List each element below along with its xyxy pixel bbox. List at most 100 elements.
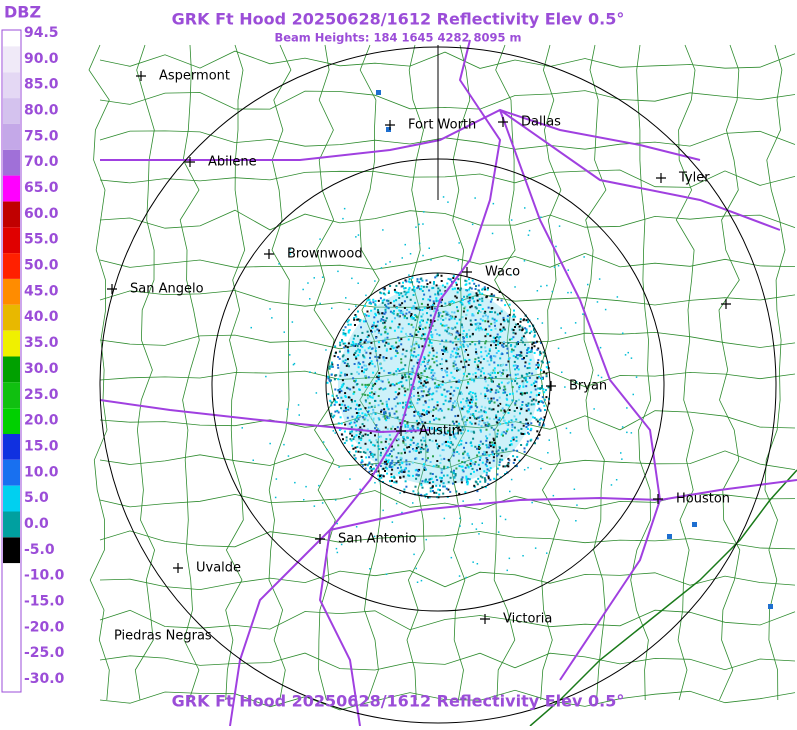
- echo-pixel: [575, 381, 578, 383]
- echo-pixel: [576, 504, 578, 506]
- echo-pixel: [515, 465, 518, 468]
- echo-pixel: [370, 302, 372, 305]
- echo-pixel: [334, 432, 336, 434]
- echo-pixel: [396, 402, 399, 405]
- echo-pixel: [396, 416, 399, 419]
- echo-pixel: [339, 388, 342, 390]
- echo-pixel: [466, 411, 469, 414]
- echo-pixel: [538, 433, 541, 436]
- echo-pixel: [451, 452, 454, 455]
- echo-pixel: [360, 455, 363, 458]
- echo-pixel: [370, 413, 373, 416]
- echo-pixel: [496, 385, 499, 388]
- echo-pixel: [532, 403, 535, 406]
- echo-pixel: [422, 409, 424, 412]
- echo-pixel: [342, 360, 345, 363]
- echo-pixel: [407, 338, 410, 341]
- city-label: San Antonio: [338, 532, 417, 547]
- echo-pixel: [424, 326, 427, 329]
- echo-pixel: [405, 462, 408, 465]
- echo-pixel: [534, 442, 536, 445]
- echo-pixel: [477, 416, 480, 419]
- echo-pixel: [486, 437, 489, 440]
- echo-pixel: [384, 319, 387, 322]
- echo-pixel: [497, 340, 500, 343]
- echo-pixel: [513, 426, 516, 429]
- echo-pixel: [486, 288, 489, 291]
- echo-pixel: [335, 351, 337, 354]
- echo-pixel: [423, 293, 426, 296]
- echo-pixel: [486, 421, 489, 424]
- echo-pixel: [417, 445, 420, 448]
- echo-pixel: [385, 348, 388, 350]
- echo-pixel: [344, 392, 347, 395]
- echo-pixel: [376, 359, 379, 362]
- echo-pixel: [325, 349, 327, 351]
- echo-pixel: [542, 424, 545, 427]
- echo-pixel: [536, 290, 539, 292]
- echo-pixel: [453, 476, 456, 479]
- echo-pixel: [470, 430, 473, 433]
- echo-pixel: [419, 328, 421, 330]
- echo-pixel: [354, 419, 357, 421]
- echo-pixel: [460, 478, 463, 481]
- echo-pixel: [467, 300, 470, 303]
- echo-pixel: [322, 441, 325, 443]
- legend-swatch: [3, 666, 20, 693]
- echo-pixel: [552, 494, 555, 497]
- echo-pixel: [364, 442, 367, 445]
- echo-pixel: [432, 409, 435, 412]
- echo-pixel: [314, 371, 316, 374]
- echo-pixel: [433, 491, 436, 494]
- echo-pixel: [467, 278, 470, 281]
- echo-pixel: [401, 302, 404, 305]
- echo-pixel: [411, 288, 414, 291]
- echo-pixel: [406, 317, 409, 320]
- echo-pixel: [497, 531, 500, 533]
- echo-pixel: [456, 348, 458, 351]
- echo-pixel: [468, 358, 471, 361]
- echo-pixel: [428, 367, 431, 370]
- echo-pixel: [476, 447, 478, 450]
- echo-pixel: [369, 396, 372, 399]
- echo-pixel: [468, 400, 471, 403]
- echo-pixel: [506, 315, 509, 318]
- echo-pixel: [469, 416, 472, 419]
- echo-pixel: [350, 426, 353, 429]
- echo-pixel: [508, 313, 511, 316]
- echo-pixel: [384, 466, 387, 469]
- echo-pixel: [461, 316, 464, 319]
- echo-pixel: [528, 351, 531, 353]
- echo-pixel: [449, 441, 452, 444]
- echo-pixel: [442, 474, 445, 477]
- echo-pixel: [508, 303, 511, 306]
- echo-pixel: [402, 281, 404, 284]
- echo-pixel: [406, 421, 409, 424]
- echo-pixel: [274, 496, 277, 499]
- echo-pixel: [412, 354, 415, 357]
- echo-pixel: [474, 445, 477, 448]
- echo-pixel: [348, 451, 351, 453]
- echo-pixel: [366, 419, 369, 422]
- echo-pixel: [385, 419, 388, 422]
- echo-pixel: [354, 446, 357, 449]
- echo-pixel: [413, 289, 416, 291]
- echo-pixel: [361, 383, 364, 386]
- echo-pixel: [529, 358, 532, 361]
- echo-pixel: [423, 466, 426, 469]
- echo-pixel: [489, 478, 492, 481]
- echo-pixel: [333, 414, 336, 417]
- echo-pixel: [443, 350, 446, 353]
- echo-pixel: [422, 465, 425, 468]
- echo-pixel: [539, 350, 542, 353]
- echo-pixel: [421, 480, 424, 483]
- echo-pixel: [456, 369, 458, 372]
- echo-pixel: [458, 492, 461, 495]
- echo-pixel: [378, 329, 380, 332]
- echo-pixel: [422, 285, 425, 288]
- echo-pixel: [450, 353, 452, 356]
- echo-pixel: [525, 422, 528, 425]
- echo-pixel: [336, 409, 339, 412]
- echo-pixel: [418, 242, 421, 245]
- echo-pixel: [538, 387, 541, 390]
